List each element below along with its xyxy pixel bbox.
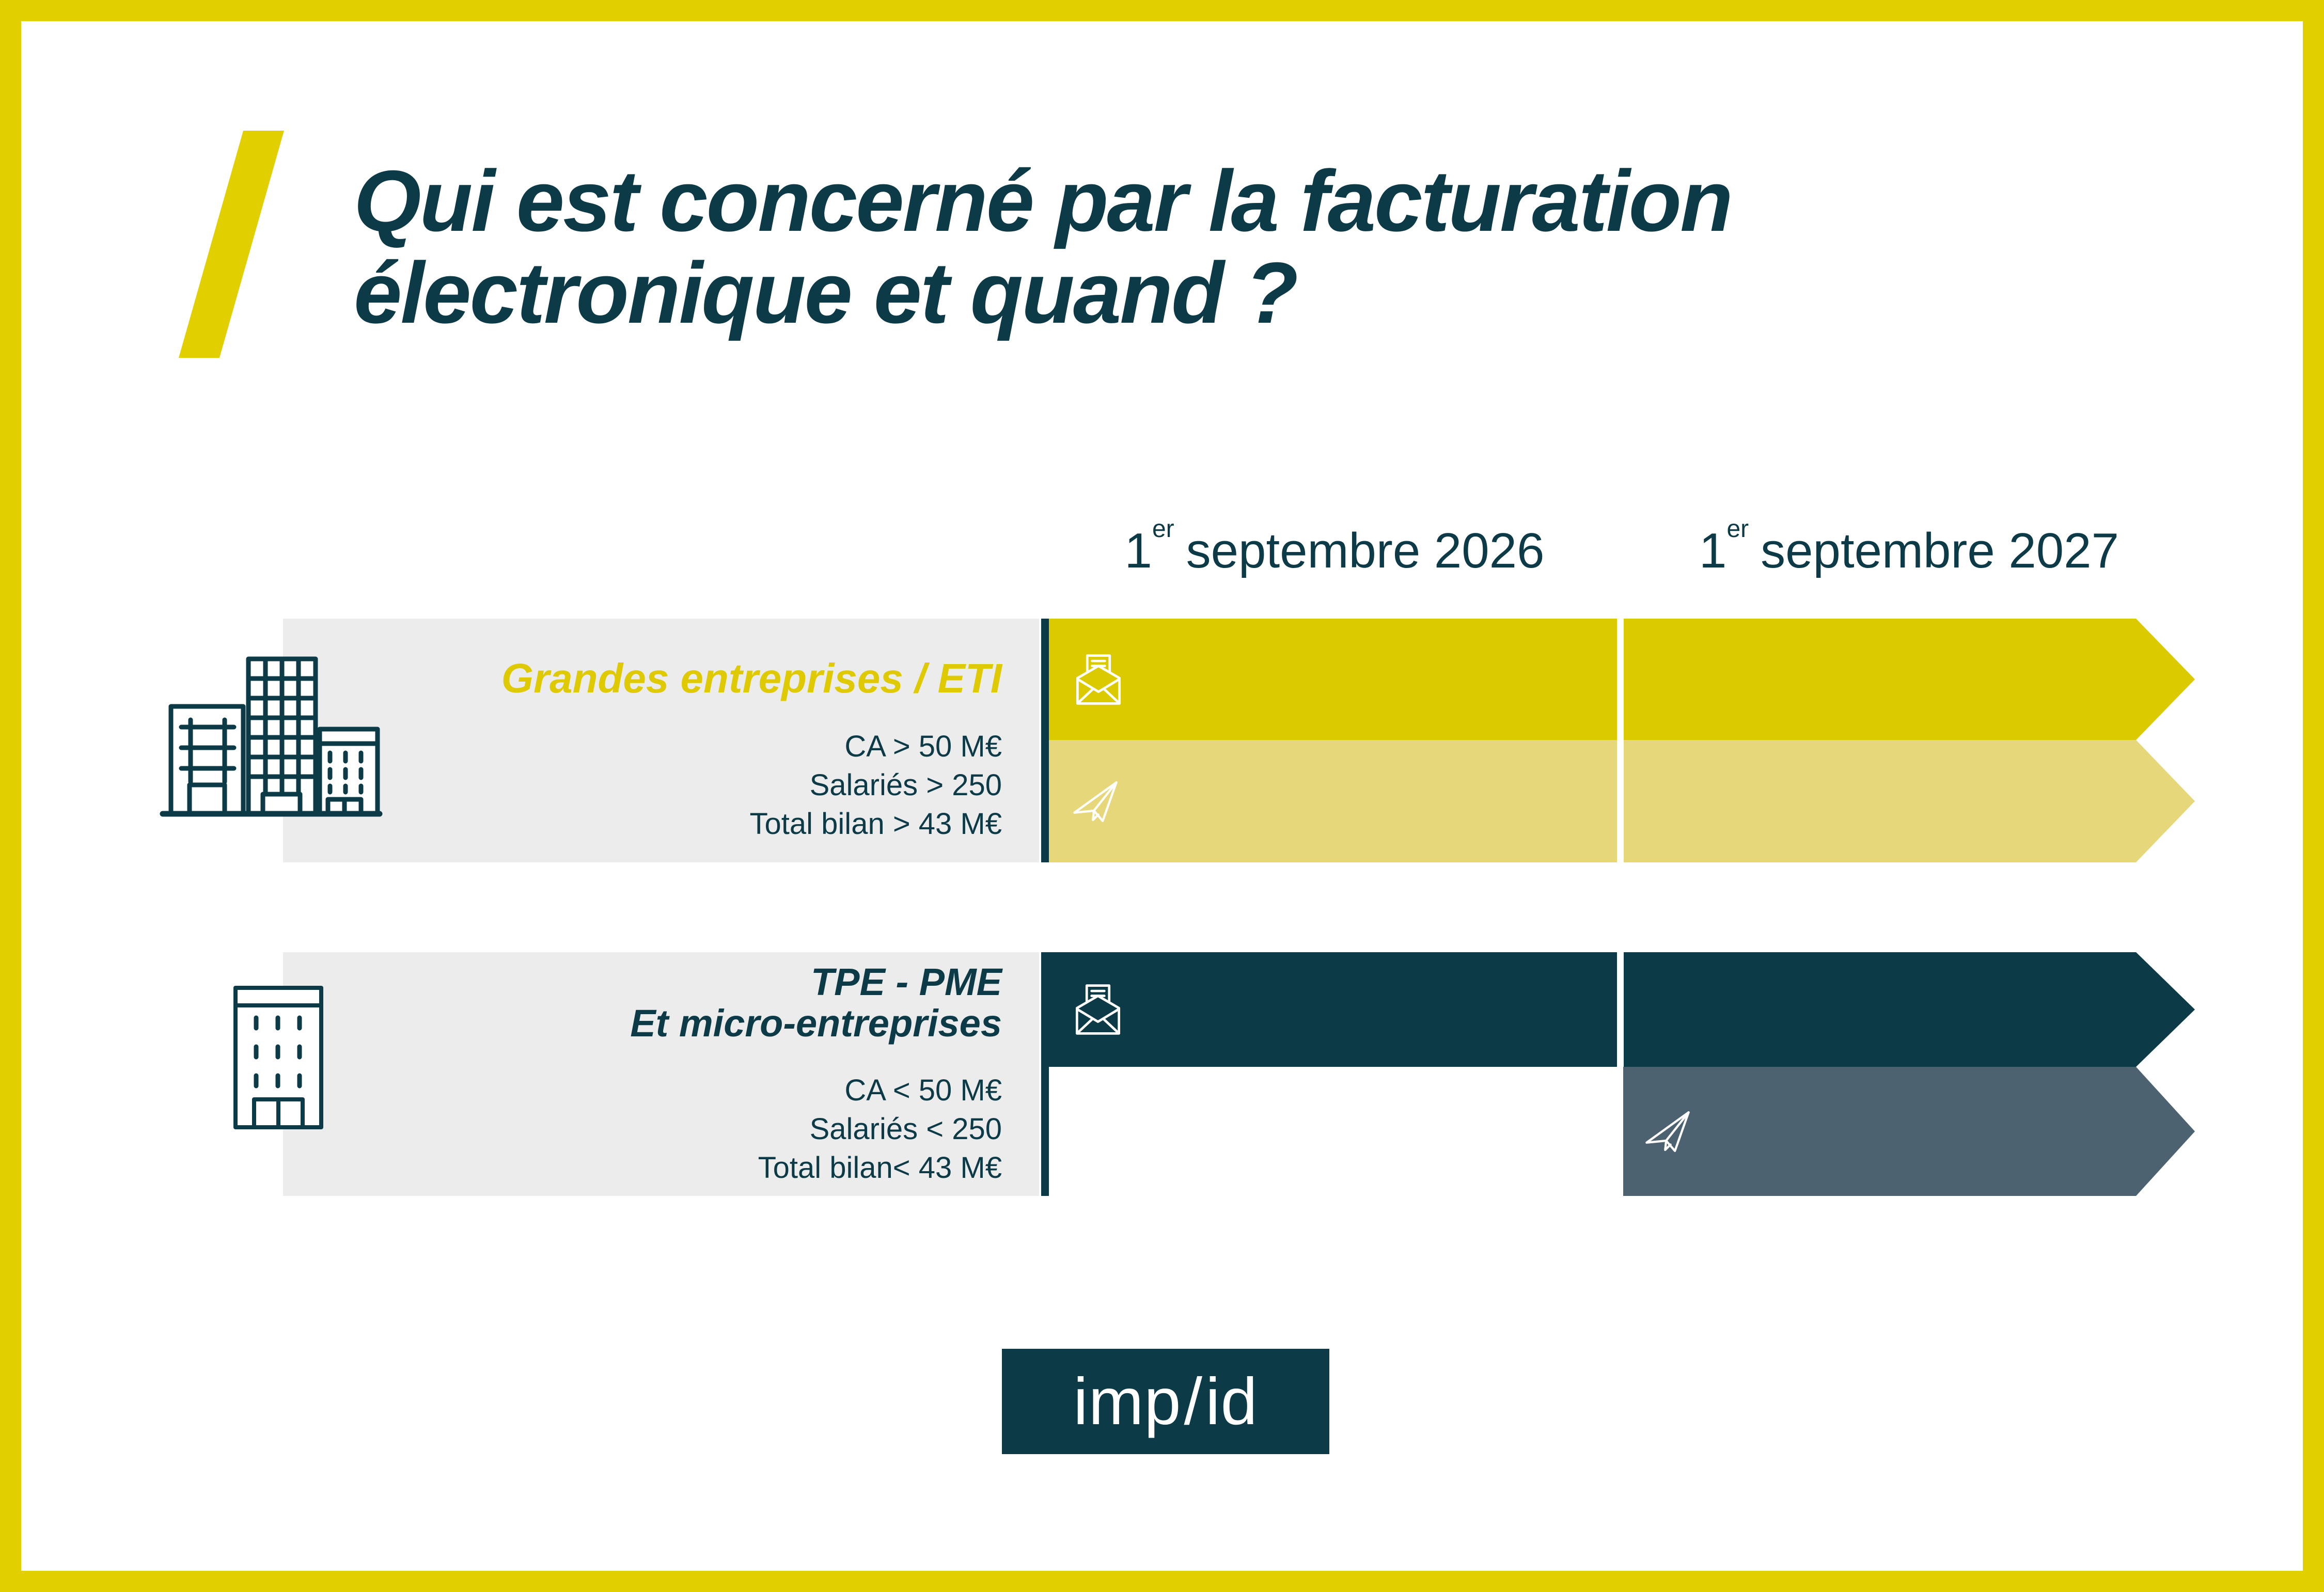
- large-buildings-icon: [160, 656, 383, 817]
- reception-label: Réception: [1149, 653, 1354, 705]
- small-building-icon: [233, 986, 323, 1129]
- row-title-line1: TPE - PME: [810, 960, 1002, 1003]
- timeline-date-2027: 1er septembre 2027: [1623, 515, 2195, 585]
- row-panel-grandes-entreprises: [283, 619, 1039, 862]
- row2-emission-arrow: Émission: [1623, 1067, 2195, 1196]
- date-ordinal: er: [1726, 515, 1749, 543]
- row-criteria-grandes-entreprises: CA > 50 M€ Salariés > 250 Total bilan > …: [283, 727, 1002, 843]
- page-title: Qui est concerné par la facturation élec…: [354, 152, 1733, 341]
- row-criteria-tpe-pme: CA < 50 M€ Salariés < 250 Total bilan< 4…: [283, 1071, 1002, 1187]
- page-title-line1: Qui est concerné par la facturation: [354, 152, 1733, 249]
- date-month-year: septembre 2026: [1186, 523, 1545, 578]
- implid-logo: imp / id: [1002, 1349, 1329, 1454]
- row-title-line2: Et micro-entreprises: [630, 1002, 1002, 1045]
- logo-slash: /: [1184, 1364, 1203, 1439]
- criteria-line: Total bilan< 43 M€: [758, 1151, 1002, 1185]
- timeline-date-2026: 1er septembre 2026: [1049, 515, 1620, 585]
- paper-plane-icon: [1069, 775, 1122, 828]
- date-day: 1: [1124, 523, 1152, 578]
- emission-label: Émission: [1718, 1106, 1903, 1157]
- title-slash-accent: [179, 131, 284, 358]
- emission-label: Émission: [1146, 775, 1330, 827]
- row-title-tpe-pme: TPE - PME Et micro-entreprises: [283, 961, 1002, 1044]
- criteria-line: CA < 50 M€: [844, 1074, 1002, 1107]
- date-ordinal: er: [1152, 515, 1174, 543]
- criteria-line: Salariés > 250: [809, 768, 1002, 802]
- page-title-line2: électronique et quand ?: [354, 244, 1298, 341]
- column-separator-row2: [1617, 952, 1624, 1067]
- mail-reception-icon: [1072, 653, 1125, 706]
- logo-text-pre: imp: [1073, 1364, 1182, 1439]
- criteria-line: Total bilan > 43 M€: [749, 807, 1002, 841]
- logo-text-post: id: [1205, 1364, 1258, 1439]
- criteria-line: Salariés < 250: [809, 1112, 1002, 1146]
- column-separator-row1: [1617, 619, 1624, 862]
- criteria-line: CA > 50 M€: [844, 730, 1002, 763]
- row-divider-grandes-entreprises: [1041, 619, 1049, 862]
- mail-reception-icon: [1071, 983, 1125, 1036]
- paper-plane-icon: [1641, 1105, 1694, 1158]
- row-title-grandes-entreprises: Grandes entreprises / ETI: [501, 655, 1002, 701]
- date-month-year: septembre 2027: [1761, 523, 2119, 578]
- date-day: 1: [1699, 523, 1727, 578]
- row-panel-tpe-pme: [283, 952, 1039, 1196]
- reception-label: Réception: [1149, 984, 1354, 1035]
